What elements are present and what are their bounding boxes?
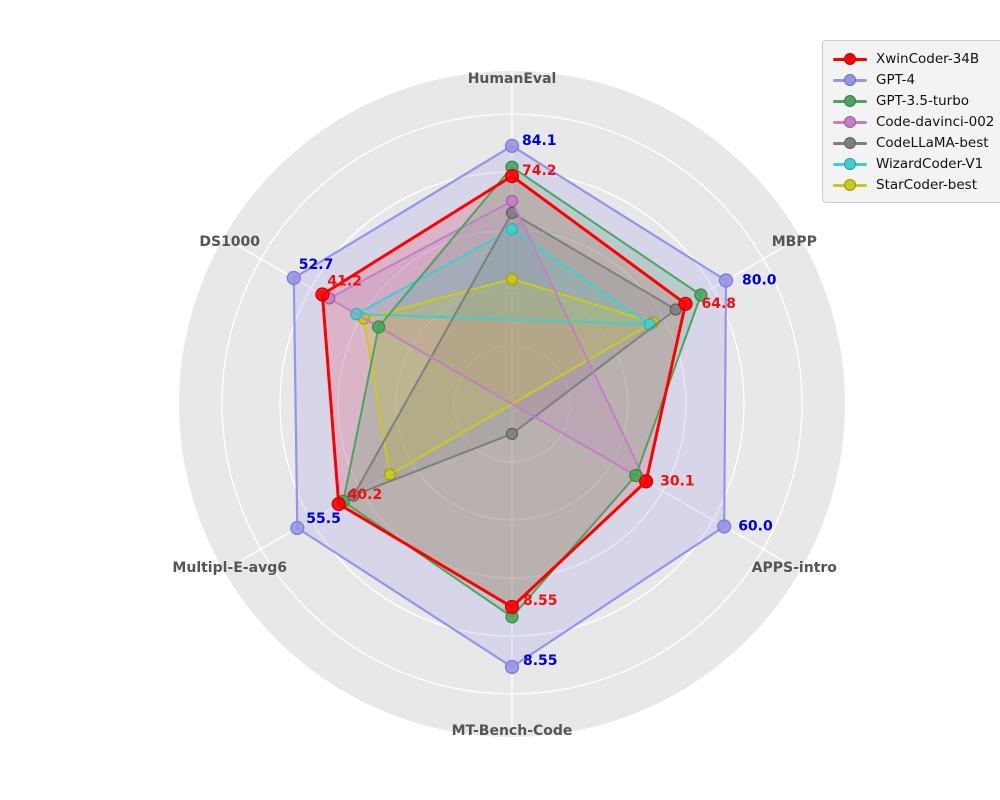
series-marker-6-axis-4 [383, 468, 396, 481]
legend-item-6: StarCoder-best [833, 174, 994, 195]
axis-title-1: MBPP [772, 234, 817, 250]
legend-label: CodeLLaMA-best [876, 134, 989, 151]
value-label-0-axis-4: 40.2 [348, 487, 383, 503]
legend-line-marker-icon [833, 73, 867, 87]
series-fill-6 [363, 279, 654, 475]
series-marker-0-axis-4 [331, 496, 346, 512]
axis-title-2: APPS-intro [752, 560, 838, 576]
legend-label: WizardCoder-V1 [876, 155, 984, 172]
legend-line-marker-icon [833, 136, 867, 150]
legend-label: Code-davinci-002 [876, 113, 995, 130]
series-fill-2 [343, 167, 701, 617]
axis-title-4: Multipl-E-avg6 [172, 560, 287, 576]
series-marker-1-axis-1 [718, 273, 734, 288]
series-marker-0-axis-2 [638, 474, 654, 489]
legend-item-3: Code-davinci-002 [833, 111, 994, 132]
value-label-1-axis-2: 60.0 [738, 519, 773, 535]
series-marker-0-axis-3 [504, 599, 520, 615]
series-marker-2-axis-5 [372, 320, 386, 334]
series-marker-1-axis-2 [717, 519, 732, 534]
legend-item-5: WizardCoder-V1 [833, 153, 994, 174]
legend-label: StarCoder-best [876, 176, 978, 193]
series-marker-0-axis-5 [315, 287, 330, 302]
legend-line-marker-icon [833, 178, 867, 192]
series-marker-2-axis-2 [629, 468, 643, 483]
legend-line-marker-icon [833, 94, 867, 108]
legend-line-marker-icon [833, 115, 867, 129]
legend-item-1: GPT-4 [833, 69, 994, 90]
value-label-0-axis-2: 30.1 [660, 473, 695, 489]
legend-label: GPT-4 [876, 71, 916, 88]
legend-line-marker-icon [833, 157, 867, 171]
series-marker-6-axis-0 [505, 272, 519, 286]
legend-label: GPT-3.5-turbo [876, 92, 970, 109]
series-marker-1-axis-0 [504, 138, 520, 153]
chart-legend: XwinCoder-34B GPT-4 GPT-3.5-turbo Code-davi… [822, 40, 1000, 203]
value-label-0-axis-0: 74.2 [522, 163, 557, 179]
series-line-5 [355, 228, 651, 326]
value-label-1-axis-1: 80.0 [742, 273, 777, 289]
series-marker-2-axis-1 [694, 288, 708, 302]
series-marker-0-axis-0 [504, 169, 520, 184]
series-line-3 [328, 200, 647, 482]
series-marker-4-axis-4 [347, 489, 360, 502]
series-marker-1-axis-4 [290, 520, 305, 536]
series-fill-4 [353, 212, 676, 496]
legend-line-marker-icon [833, 52, 867, 66]
axis-title-5: DS1000 [199, 234, 260, 250]
value-label-0-axis-1: 64.8 [702, 296, 737, 312]
series-marker-1-axis-5 [286, 270, 301, 286]
value-label-1-axis-4: 55.5 [306, 511, 341, 527]
legend-item-2: GPT-3.5-turbo [833, 90, 994, 111]
axis-title-0: HumanEval [468, 71, 557, 87]
value-label-1-axis-0: 84.1 [522, 133, 557, 149]
series-fill-3 [329, 201, 646, 481]
value-label-0-axis-5: 41.2 [327, 274, 362, 290]
series-marker-4-axis-3 [505, 427, 519, 440]
axis-title-3: MT-Bench-Code [452, 723, 573, 739]
value-label-1-axis-3: 8.55 [523, 653, 558, 669]
series-marker-4-axis-1 [669, 303, 682, 316]
value-label-1-axis-5: 52.7 [299, 257, 334, 273]
legend-label: XwinCoder-34B [876, 50, 980, 67]
series-marker-5-axis-0 [505, 223, 519, 236]
legend-item-0: XwinCoder-34B [833, 48, 994, 69]
value-label-0-axis-3: 8.55 [523, 593, 558, 609]
series-marker-1-axis-3 [504, 659, 520, 675]
series-marker-3-axis-0 [505, 194, 519, 208]
series-marker-0-axis-1 [678, 296, 693, 311]
legend-item-4: CodeLLaMA-best [833, 132, 994, 153]
